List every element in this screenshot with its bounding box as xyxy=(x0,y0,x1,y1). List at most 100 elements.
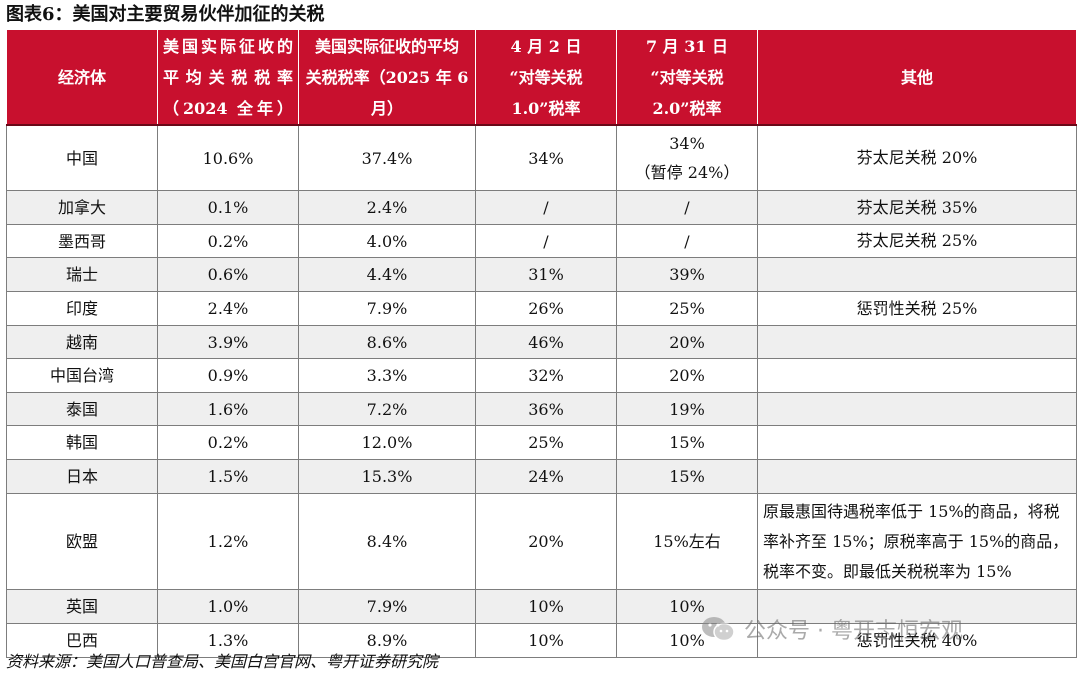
cell-avg-rate-2025-jun: 4.0% xyxy=(298,224,476,258)
header-line: （2024 全年） xyxy=(163,98,293,118)
table-header-row: 经济体 美国实际征收的 平均关税税率 （2024 全年） 美国实际征收的平均 关税税率（2… xyxy=(6,29,1077,126)
header-line: 美国实际征收的 xyxy=(163,36,293,56)
cell-economy: 加拿大 xyxy=(6,190,158,225)
header-economy: 经济体 xyxy=(6,29,158,126)
header-line: 1.0”税率 xyxy=(511,98,581,118)
header-other: 其他 xyxy=(757,29,1077,126)
cell-other: 惩罚性关税 40% xyxy=(757,623,1077,658)
cell-reciprocal-2: 15% xyxy=(616,425,758,460)
cell-avg-rate-2024: 2.4% xyxy=(157,291,299,326)
cell-reciprocal-2: / xyxy=(616,224,758,258)
table-row: 瑞士 0.6% 4.4% 31% 39% xyxy=(6,257,1077,292)
cell-reciprocal-1: 46% xyxy=(475,325,617,359)
cell-reciprocal-2: 15% xyxy=(616,459,758,494)
cell-economy: 泰国 xyxy=(6,392,158,426)
cell-avg-rate-2024: 1.5% xyxy=(157,459,299,494)
cell-reciprocal-2: 19% xyxy=(616,392,758,426)
page-title: 图表6：美国对主要贸易伙伴加征的关税 xyxy=(6,4,325,25)
cell-avg-rate-2024: 0.2% xyxy=(157,224,299,258)
table-row: 日本 1.5% 15.3% 24% 15% xyxy=(6,459,1077,494)
table-row: 韩国 0.2% 12.0% 25% 15% xyxy=(6,425,1077,460)
cell-reciprocal-2: 20% xyxy=(616,325,758,359)
tariff-table: 经济体 美国实际征收的 平均关税税率 （2024 全年） 美国实际征收的平均 关税税率（2… xyxy=(6,29,1077,658)
cell-reciprocal-2: 20% xyxy=(616,358,758,393)
cell-reciprocal-1: 34% xyxy=(475,124,617,191)
cell-economy: 墨西哥 xyxy=(6,224,158,258)
cell-avg-rate-2025-jun: 4.4% xyxy=(298,257,476,292)
cell-economy: 日本 xyxy=(6,459,158,494)
header-line: “对等关税 xyxy=(509,67,583,87)
cell-reciprocal-1: 24% xyxy=(475,459,617,494)
cell-economy: 欧盟 xyxy=(6,493,158,590)
cell-avg-rate-2025-jun: 7.9% xyxy=(298,291,476,326)
header-line: 经济体 xyxy=(57,67,106,87)
cell-other xyxy=(757,589,1077,624)
table-row: 越南 3.9% 8.6% 46% 20% xyxy=(6,325,1077,359)
header-line: 关税税率（2025 年 6 xyxy=(305,67,469,87)
cell-economy: 英国 xyxy=(6,589,158,624)
cell-other xyxy=(757,392,1077,426)
cell-avg-rate-2025-jun: 37.4% xyxy=(298,124,476,191)
header-line: 美国实际征收的平均 xyxy=(314,36,459,56)
cell-reciprocal-1: / xyxy=(475,224,617,258)
header-line: 平均关税税率 xyxy=(163,67,293,87)
cell-economy: 韩国 xyxy=(6,425,158,460)
table-row: 中国 10.6% 37.4% 34% 34% （暂停 24%） 芬太尼关税 20% xyxy=(6,124,1077,191)
cell-other xyxy=(757,257,1077,292)
cell-economy: 中国 xyxy=(6,124,158,191)
cell-other: 芬太尼关税 20% xyxy=(757,124,1077,191)
cell-reciprocal-2: 39% xyxy=(616,257,758,292)
cell-reciprocal-2: 10% xyxy=(616,589,758,624)
cell-avg-rate-2024: 3.9% xyxy=(157,325,299,359)
cell-reciprocal-2: 10% xyxy=(616,623,758,658)
cell-reciprocal-2: / xyxy=(616,190,758,225)
cell-avg-rate-2024: 10.6% xyxy=(157,124,299,191)
cell-economy: 中国台湾 xyxy=(6,358,158,393)
cell-other xyxy=(757,358,1077,393)
cell-other: 芬太尼关税 25% xyxy=(757,224,1077,258)
cell-reciprocal-1: 36% xyxy=(475,392,617,426)
cell-economy: 越南 xyxy=(6,325,158,359)
cell-reciprocal-1: 10% xyxy=(475,589,617,624)
table-row: 泰国 1.6% 7.2% 36% 19% xyxy=(6,392,1077,426)
cell-avg-rate-2024: 0.1% xyxy=(157,190,299,225)
cell-other xyxy=(757,459,1077,494)
cell-reciprocal-2: 15%左右 xyxy=(616,493,758,590)
cell-avg-rate-2024: 1.2% xyxy=(157,493,299,590)
cell-economy: 印度 xyxy=(6,291,158,326)
cell-avg-rate-2025-jun: 8.4% xyxy=(298,493,476,590)
cell-other: 芬太尼关税 35% xyxy=(757,190,1077,225)
table-row: 巴西 1.3% 8.9% 10% 10% 惩罚性关税 40% xyxy=(6,623,1077,658)
cell-line: 34% xyxy=(669,134,705,153)
cell-reciprocal-1: 25% xyxy=(475,425,617,460)
cell-other xyxy=(757,325,1077,359)
header-reciprocal-2: 7 月 31 日 “对等关税 2.0”税率 xyxy=(616,29,758,126)
cell-avg-rate-2025-jun: 8.6% xyxy=(298,325,476,359)
cell-reciprocal-1: 26% xyxy=(475,291,617,326)
cell-reciprocal-1: 32% xyxy=(475,358,617,393)
header-reciprocal-1: 4 月 2 日 “对等关税 1.0”税率 xyxy=(475,29,617,126)
cell-other: 原最惠国待遇税率低于 15%的商品，将税率补齐至 15%；原税率高于 15%的商… xyxy=(757,493,1077,590)
cell-avg-rate-2024: 1.3% xyxy=(157,623,299,658)
cell-reciprocal-1: / xyxy=(475,190,617,225)
cell-avg-rate-2024: 0.6% xyxy=(157,257,299,292)
header-line: 2.0”税率 xyxy=(652,98,722,118)
cell-other: 惩罚性关税 25% xyxy=(757,291,1077,326)
header-avg-rate-2024: 美国实际征收的 平均关税税率 （2024 全年） xyxy=(157,29,299,126)
cell-avg-rate-2025-jun: 12.0% xyxy=(298,425,476,460)
header-line: 月） xyxy=(370,98,403,118)
table-row: 中国台湾 0.9% 3.3% 32% 20% xyxy=(6,358,1077,393)
cell-reciprocal-1: 10% xyxy=(475,623,617,658)
table-row: 加拿大 0.1% 2.4% / / 芬太尼关税 35% xyxy=(6,190,1077,225)
cell-avg-rate-2024: 0.2% xyxy=(157,425,299,460)
cell-other xyxy=(757,425,1077,460)
cell-reciprocal-2: 34% （暂停 24%） xyxy=(616,124,758,191)
cell-avg-rate-2024: 0.9% xyxy=(157,358,299,393)
cell-avg-rate-2025-jun: 2.4% xyxy=(298,190,476,225)
cell-avg-rate-2025-jun: 3.3% xyxy=(298,358,476,393)
table-row: 英国 1.0% 7.9% 10% 10% xyxy=(6,589,1077,624)
table-row: 欧盟 1.2% 8.4% 20% 15%左右 原最惠国待遇税率低于 15%的商品，将税率补… xyxy=(6,493,1077,590)
header-line: 7 月 31 日 xyxy=(645,36,729,56)
cell-avg-rate-2024: 1.0% xyxy=(157,589,299,624)
cell-reciprocal-1: 31% xyxy=(475,257,617,292)
